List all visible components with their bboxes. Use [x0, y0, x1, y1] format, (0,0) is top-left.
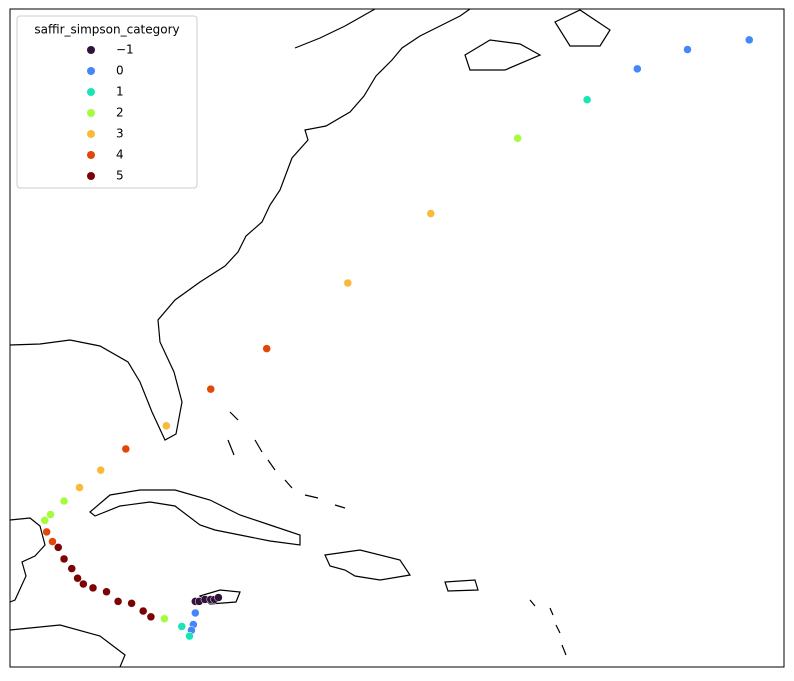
maine-coast	[294, 8, 376, 49]
legend-label: 3	[116, 127, 124, 141]
legend-marker	[87, 109, 95, 117]
storm-point	[582, 95, 592, 104]
storm-point	[46, 510, 55, 519]
storm-point	[102, 587, 111, 596]
us-coast	[9, 8, 471, 441]
cuba	[89, 489, 301, 546]
legend: saffir_simpson_category −1 0 1 2 3 4 5	[16, 15, 198, 189]
storm-point	[113, 597, 123, 606]
storm-point	[121, 444, 131, 454]
storm-point	[79, 579, 88, 589]
legend-label: 1	[116, 85, 124, 99]
storm-point	[160, 614, 169, 624]
storm-point	[262, 344, 271, 353]
storm-point	[683, 45, 692, 54]
central-america	[9, 624, 126, 668]
legend-box	[16, 15, 198, 189]
coastlines	[9, 8, 611, 668]
legend-marker	[87, 46, 95, 54]
legend-label: 5	[116, 169, 124, 183]
storm-point	[75, 483, 84, 492]
storm-point	[191, 608, 200, 618]
storm-point	[42, 527, 51, 537]
legend-marker	[87, 130, 95, 138]
storm-point	[185, 631, 194, 641]
storm-point	[54, 543, 63, 552]
storm-point	[48, 537, 57, 546]
storm-point	[633, 64, 642, 74]
legend-title: saffir_simpson_category	[34, 23, 179, 37]
storm-point	[177, 622, 187, 631]
legend-marker	[87, 88, 95, 96]
legend-label: 0	[116, 64, 124, 78]
storm-point	[88, 583, 98, 593]
storm-point	[513, 134, 522, 143]
legend-marker	[87, 172, 95, 180]
newfoundland	[554, 9, 611, 47]
storm-point	[343, 278, 353, 288]
yucatan	[9, 517, 46, 603]
storm-point	[73, 573, 82, 583]
legend-marker	[87, 67, 95, 75]
storm-point	[206, 384, 215, 394]
storm-point	[146, 612, 156, 622]
bahamas	[227, 411, 346, 509]
storm-point	[96, 465, 105, 475]
hispaniola	[324, 549, 412, 581]
lesser-antilles	[529, 599, 567, 656]
storm-point	[40, 516, 49, 525]
storm-point	[127, 599, 136, 608]
storm-point	[59, 554, 69, 564]
nova-scotia	[464, 39, 542, 71]
storm-point	[67, 564, 77, 573]
puerto-rico	[444, 579, 479, 592]
legend-marker	[87, 151, 95, 159]
storm-point	[138, 606, 148, 616]
legend-label: −1	[116, 43, 134, 57]
storm-point	[214, 593, 223, 602]
legend-label: 2	[116, 106, 124, 120]
legend-label: 4	[116, 148, 124, 162]
storm-point	[426, 209, 436, 218]
storm-point	[59, 496, 69, 506]
storm-point	[745, 35, 754, 45]
storm-point	[162, 421, 171, 431]
map-frame	[9, 8, 785, 668]
